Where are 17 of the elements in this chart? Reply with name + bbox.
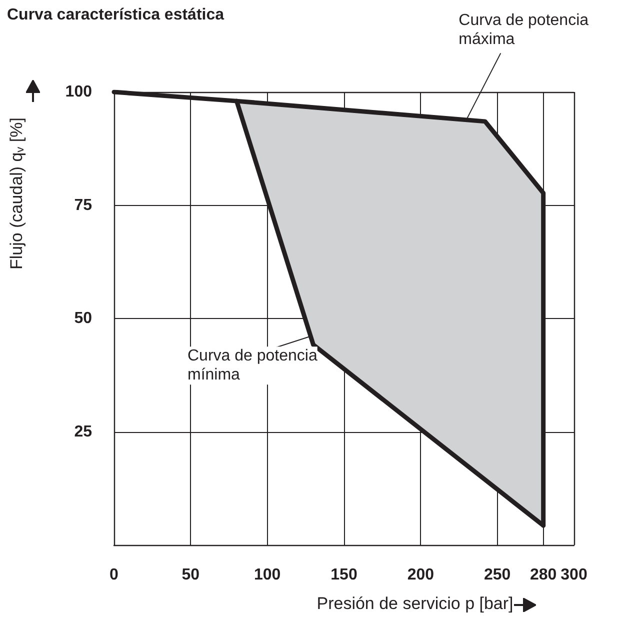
x-axis-title: Presión de servicio p [bar]: [316, 594, 514, 613]
x-tick-label: 280: [530, 566, 557, 584]
y-tick-label: 25: [74, 423, 92, 440]
y-tick-label: 50: [74, 310, 92, 327]
x-tick-label: 250: [484, 566, 511, 584]
annotation: Curva de potencia máxima: [458, 12, 589, 48]
chart-title: Curva característica estática: [7, 6, 224, 24]
y-tick-label: 100: [65, 84, 92, 100]
y-axis-title: Flujo (caudal) qv [%]: [7, 118, 26, 270]
x-tick-label: 50: [182, 566, 200, 584]
y-tick-label: 75: [74, 196, 92, 214]
x-tick-label: 300: [560, 566, 588, 584]
x-tick-label: 200: [407, 566, 434, 584]
x-tick-label: 100: [254, 566, 281, 584]
x-tick-label: 0: [110, 566, 119, 584]
x-tick-label: 150: [330, 566, 358, 584]
annotation: Curva de potencia mínima: [188, 348, 318, 384]
